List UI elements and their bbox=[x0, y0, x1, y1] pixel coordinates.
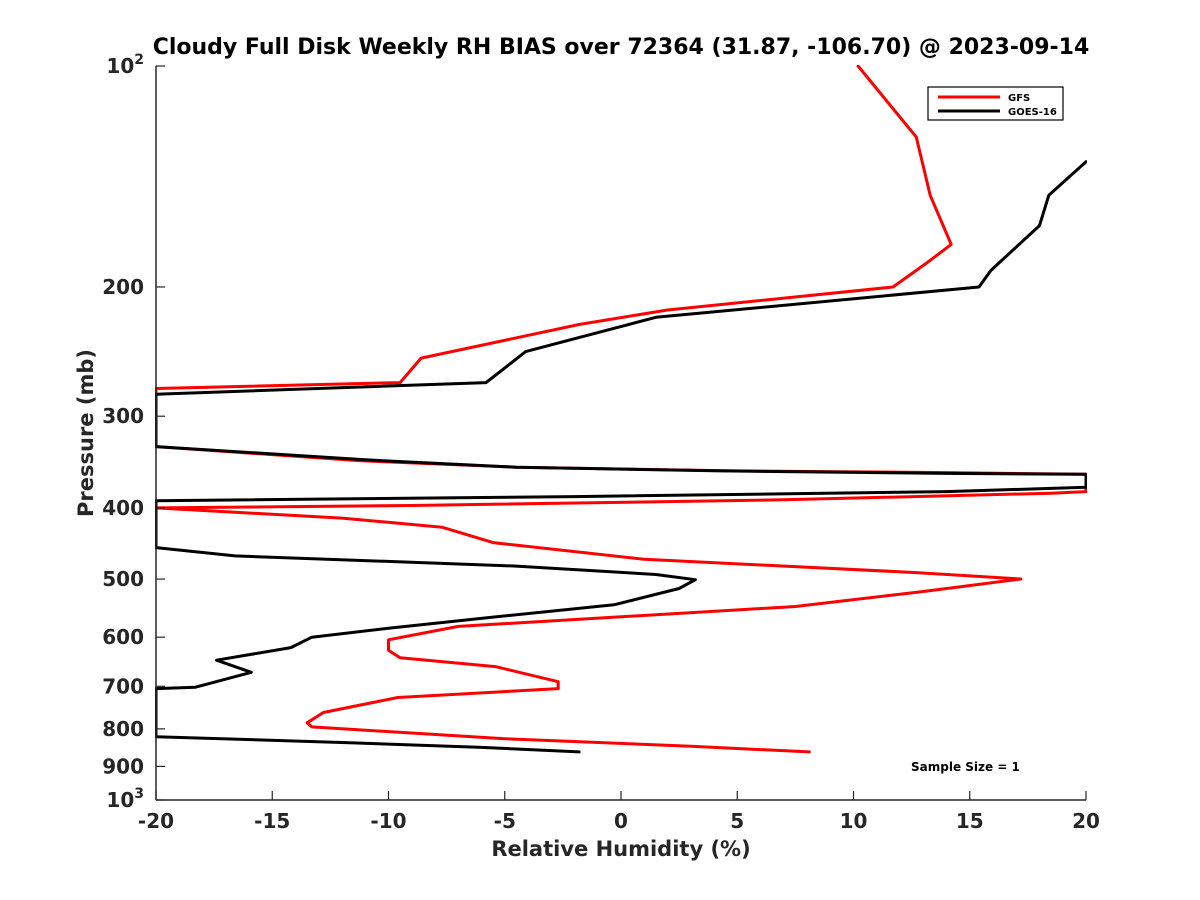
x-tick-label: 0 bbox=[614, 809, 628, 833]
y-tick-label: 600 bbox=[102, 625, 144, 649]
y-tick-label-base: 800 bbox=[102, 717, 144, 741]
y-tick-label: 102 bbox=[106, 52, 144, 78]
y-tick-label: 500 bbox=[102, 567, 144, 591]
x-tick-label: 5 bbox=[730, 809, 744, 833]
y-tick-label-exponent: 3 bbox=[134, 786, 144, 802]
y-tick-label: 400 bbox=[102, 496, 144, 520]
y-tick-label-exponent: 2 bbox=[134, 52, 144, 68]
x-tick-label: 10 bbox=[840, 809, 868, 833]
y-tick-label-base: 10 bbox=[106, 54, 134, 78]
y-tick-label: 300 bbox=[102, 404, 144, 428]
y-tick-label-base: 900 bbox=[102, 754, 144, 778]
y-tick-label-base: 200 bbox=[102, 275, 144, 299]
y-tick-label: 800 bbox=[102, 717, 144, 741]
legend: GFS GOES-16 bbox=[927, 86, 1064, 121]
y-tick-label-base: 300 bbox=[102, 404, 144, 428]
legend-entries: GFS GOES-16 bbox=[938, 93, 1057, 118]
x-tick-label: -15 bbox=[254, 809, 290, 833]
x-tick-label: -5 bbox=[494, 809, 516, 833]
y-tick-label-base: 600 bbox=[102, 625, 144, 649]
y-tick-label-base: 700 bbox=[102, 674, 144, 698]
x-tick-label: 15 bbox=[956, 809, 984, 833]
y-tick-label-base: 10 bbox=[106, 788, 134, 812]
y-tick-label: 200 bbox=[102, 275, 144, 299]
x-axis-label: Relative Humidity (%) bbox=[491, 837, 750, 861]
y-tick-label-base: 400 bbox=[102, 496, 144, 520]
legend-label: GFS bbox=[1008, 93, 1030, 104]
legend-label: GOES-16 bbox=[1008, 107, 1057, 118]
legend-box bbox=[927, 86, 1064, 121]
series-line-gfs bbox=[155, 65, 1087, 754]
y-axis-label: Pressure (mb) bbox=[74, 349, 98, 517]
x-tick-label: -10 bbox=[370, 809, 406, 833]
y-tick-label: 700 bbox=[102, 674, 144, 698]
plot-background bbox=[156, 66, 1086, 800]
x-axis-ticks: -20 -15 -10 -5 0 5 10 15 20 bbox=[138, 791, 1100, 833]
chart-title: Cloudy Full Disk Weekly RH BIAS over 723… bbox=[153, 35, 1090, 60]
x-tick-label: -20 bbox=[138, 809, 174, 833]
plot-area bbox=[155, 65, 1087, 801]
x-tick-label: 20 bbox=[1072, 809, 1100, 833]
y-tick-label: 900 bbox=[102, 754, 144, 778]
y-tick-label: 103 bbox=[106, 786, 144, 812]
sample-size-annotation: Sample Size = 1 bbox=[911, 760, 1020, 774]
y-tick-label-base: 500 bbox=[102, 567, 144, 591]
